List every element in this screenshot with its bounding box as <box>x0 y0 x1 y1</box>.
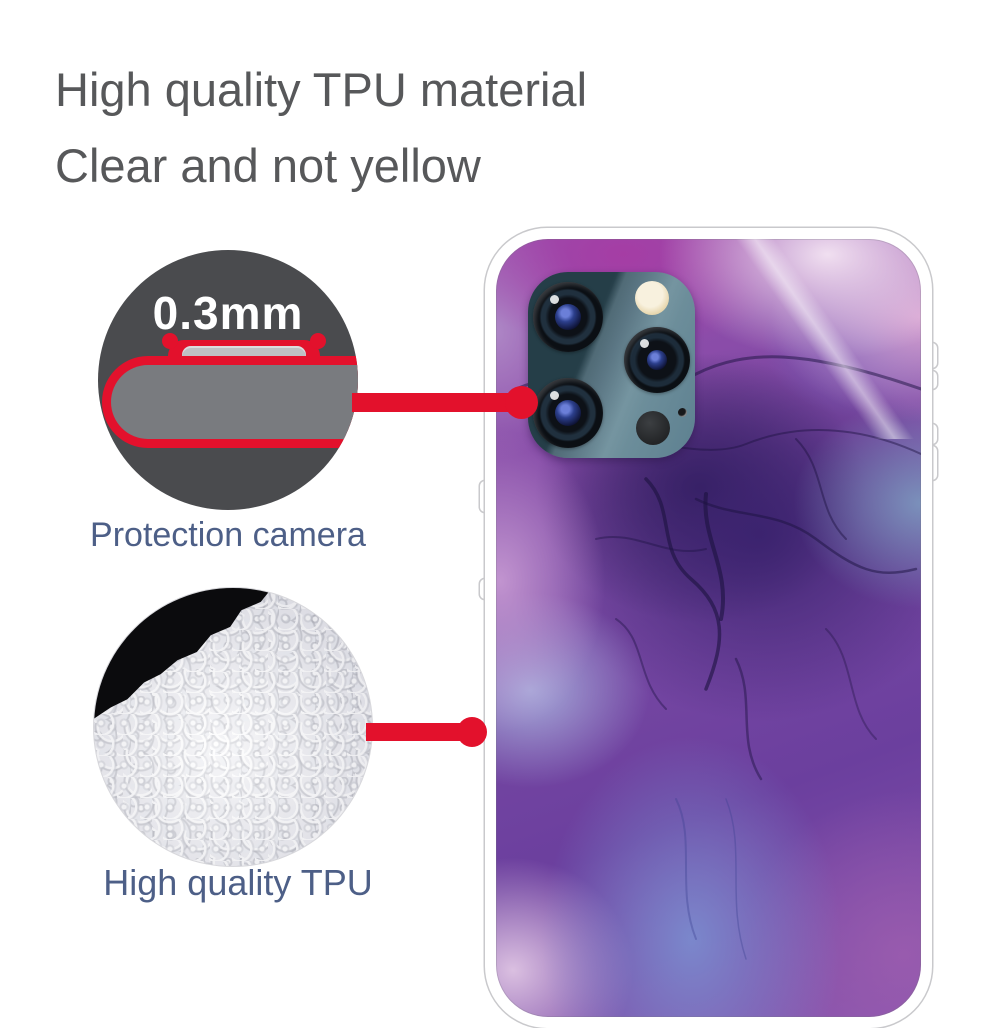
phone-body-inner <box>111 365 358 439</box>
callout-circle-camera-protection: 0.3mm <box>98 250 358 510</box>
heading: High quality TPU material Clear and not … <box>55 52 587 204</box>
wide-lens <box>533 378 603 448</box>
phone-body-shape <box>102 356 358 448</box>
lens-aperture <box>647 350 667 370</box>
thickness-badge: 0.3mm <box>152 287 304 339</box>
lens-glint <box>549 390 559 400</box>
side-button-bump <box>927 424 937 444</box>
lens-aperture <box>555 400 581 426</box>
pointer-dot-camera-protection <box>505 386 538 419</box>
camera-module <box>528 272 695 458</box>
pointer-dot-tpu <box>457 717 487 747</box>
caption-protection-camera: Protection camera <box>90 516 366 554</box>
telephoto-lens <box>624 327 690 393</box>
flash-light <box>635 281 669 315</box>
product-marketing-image: { "title_block": { "line1": "High qualit… <box>55 52 937 1017</box>
phone-with-case <box>485 228 932 1028</box>
side-button-bump <box>927 343 937 368</box>
marble-case-back <box>496 239 921 1017</box>
heading-line-1: High quality TPU material <box>55 63 588 116</box>
pointer-line-camera-protection <box>352 393 523 412</box>
heading-line-2: Clear and not yellow <box>55 139 481 192</box>
granules-photo-background <box>94 588 272 719</box>
side-button-bump <box>927 446 937 480</box>
pointer-line-tpu <box>366 723 466 741</box>
caption-high-quality-tpu: High quality TPU <box>103 862 373 903</box>
lens-glint <box>639 338 649 348</box>
lens-glint <box>549 294 559 304</box>
lens-aperture <box>555 304 581 330</box>
lidar-sensor <box>636 411 670 445</box>
callout-circle-tpu-granules <box>94 588 372 866</box>
side-button-bump <box>927 371 937 389</box>
microphone-hole <box>678 408 687 417</box>
ultrawide-lens <box>533 282 603 352</box>
